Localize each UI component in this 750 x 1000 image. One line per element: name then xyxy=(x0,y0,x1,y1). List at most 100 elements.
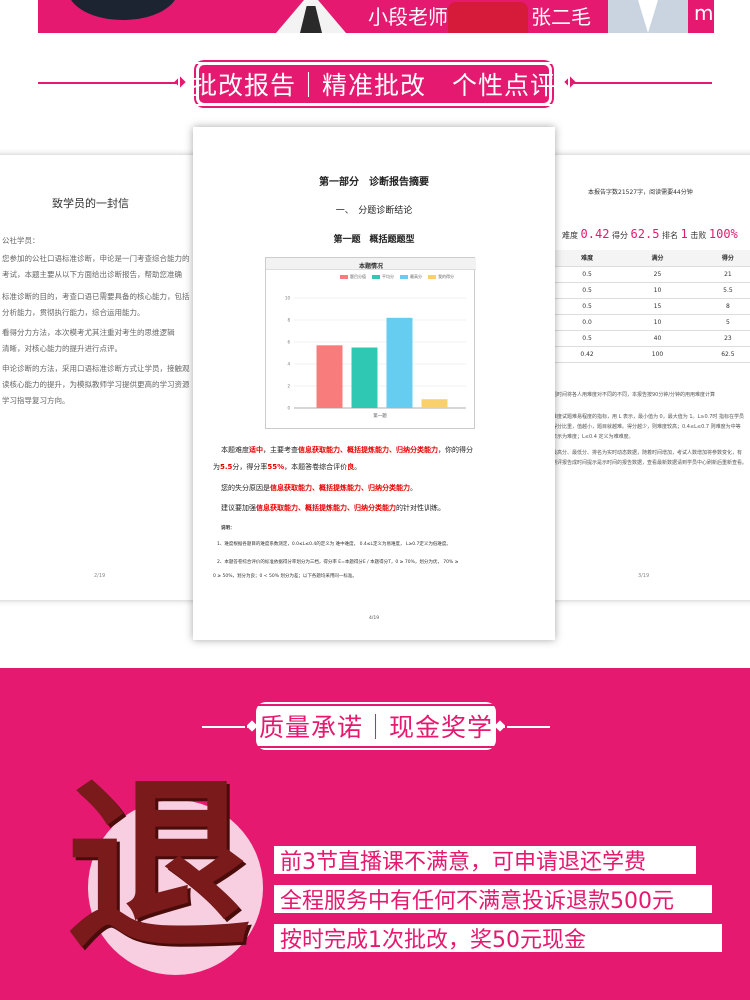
letter-line: 分析能力，贯彻执行能力，综合运用能力。 xyxy=(2,308,145,317)
letter-line: 考试，本题主要从以下方面给出诊断报告，帮助您准确 xyxy=(2,270,182,279)
table-row: 0.5 25 21 xyxy=(550,266,750,283)
table-header-cell: 得分 xyxy=(690,250,750,267)
report-note: 最高分、最低分、排名为实时动态数据，随着时间增加，考试人数增加将参数变化，有 xyxy=(552,450,743,456)
report-length: 本报告字数21527字，阅读需要44分钟 xyxy=(588,189,693,196)
table-row: 0.42 100 62.5 xyxy=(550,346,750,363)
bar-chart: 本题情况 题目分值 平均分 最高分 我的得分 10 8 6 4 2 0 第一题 xyxy=(265,257,476,429)
letter-title: 致学员的一封信 xyxy=(52,197,129,210)
table-row: 0.5 10 5.5 xyxy=(550,282,750,299)
page-number: 2/19 xyxy=(94,573,106,579)
report-note: 得分比重，值越小，题目就越难。得分越少，则难度较高；0.4≤L≤0.7 则难度为… xyxy=(552,424,741,430)
promise-item: 前3节直播课不满意，可申请退还学费 xyxy=(268,846,696,875)
table-cell: 10 xyxy=(624,314,691,331)
summary-paragraph: 为5.5分，得分率55%，本题答卷综合评价良。 xyxy=(213,463,362,471)
y-tick-label: 2 xyxy=(287,384,290,389)
letter-line: 清晰，对核心能力的提升进行点评。 xyxy=(2,344,122,353)
stat-score: 62.5 xyxy=(630,227,660,241)
bar xyxy=(316,345,343,408)
table-header-row: 难度 满分 得分 xyxy=(550,250,750,267)
chart-plot: 10 8 6 4 2 0 第一题 xyxy=(285,296,466,419)
legend-swatch xyxy=(372,275,380,279)
teacher-name: 小段老师 xyxy=(368,5,448,29)
chart-legend: 题目分值 平均分 最高分 我的得分 xyxy=(340,274,454,280)
letter-line: 看得分力方法，本次模考尤其注重对考生的思维逻辑 xyxy=(2,328,175,337)
teacher-photo-4 xyxy=(608,0,688,33)
chart-title-bar xyxy=(266,258,476,270)
refund-emblem-circle xyxy=(88,800,263,975)
summary-heading: 第一部分 诊断报告摘要 xyxy=(319,177,429,188)
section-header-promise: 质量承诺｜现金奖学 xyxy=(245,704,508,748)
letter-line: 申论诊断的方法，采用口语标准诊断方式让学员，接触观 xyxy=(2,364,190,373)
table-row: 0.5 15 8 xyxy=(550,298,750,315)
legend-swatch xyxy=(340,275,348,279)
bar xyxy=(386,317,413,408)
bar xyxy=(351,347,378,408)
section-header-text: 批改报告｜精准批改 个性点评 xyxy=(178,62,571,106)
legend-item: 平均分 xyxy=(372,274,394,280)
legend-item: 题目分值 xyxy=(340,274,366,280)
stat-rank: 1 xyxy=(680,227,688,241)
stat-difficulty: 0.42 xyxy=(580,227,610,241)
header-line-right xyxy=(500,726,550,728)
y-tick-label: 8 xyxy=(287,318,290,323)
chart-title: 本题情况 xyxy=(358,263,383,270)
letter-line: 读核心能力的提升，为模拟教师学习提供更高的学习资源 xyxy=(2,380,190,389)
page-number: 3/19 xyxy=(638,573,650,579)
table-cell: 100 xyxy=(624,346,691,363)
stat-label: 排名 xyxy=(662,231,678,240)
teacher-name: 张二毛 xyxy=(531,5,591,29)
header-line-left xyxy=(38,82,178,84)
promise-item: 按时完成1次批改，奖50元现金 xyxy=(268,924,722,953)
teacher-photo-1 xyxy=(68,0,178,20)
y-tick-label: 0 xyxy=(287,406,290,411)
table-row: 0.0 10 5 xyxy=(550,314,750,331)
teacher-photo-2-tie xyxy=(300,6,322,33)
teacher-name: mihali xyxy=(694,1,714,25)
section-header-report: 批改报告｜精准批改 个性点评 xyxy=(178,62,571,106)
document-page-summary: 第一部分 诊断报告摘要 一、 分题诊断结论 第一题 概括题题型 本题情况 题目分… xyxy=(193,127,555,640)
legend-label: 最高分 xyxy=(410,274,422,279)
note-title: 说明： xyxy=(221,526,235,531)
promise-text: 按时完成1次批改，奖50元现金 xyxy=(280,928,586,953)
section-header-text: 质量承诺｜现金奖学 xyxy=(245,704,508,748)
legend-item: 最高分 xyxy=(400,274,422,280)
teacher-photo-3 xyxy=(448,2,528,33)
table-cell: 8 xyxy=(690,298,750,315)
summary-subheading: 一、 分题诊断结论 xyxy=(335,206,413,216)
letter-line: 学习指导复习方向。 xyxy=(2,396,70,405)
legend-item: 我的得分 xyxy=(428,274,454,280)
document-page-stats: 本报告字数21527字，阅读需要44分钟 难度 0.42 得分 62.5 排名 … xyxy=(548,155,750,600)
letter-line: 标准诊断的目的，考查口语已需要具备的核心能力，包括 xyxy=(2,292,190,301)
note-line: 2、本题答卷综合评价的标准依据得分率划分为三档，得分率 E=本题得分E / 本题… xyxy=(217,560,459,565)
table-cell: 5.5 xyxy=(690,282,750,299)
legend-label: 题目分值 xyxy=(350,274,366,279)
report-note: 测评报告成时间提示是示时间的报告数据，查看最新数据请到学员中心刷新后重新查看。 xyxy=(552,460,748,466)
summary-paragraph: 您的失分原因是信息获取能力、概括提炼能力、归纳分类能力。 xyxy=(221,484,417,492)
promise-text: 全程服务中有任何不满意投诉退款500元 xyxy=(280,889,674,914)
page-number: 4/19 xyxy=(369,616,380,621)
note-line: 0 ≥ 50%，划分为良；0 < 50% 划分为差；以下各题均采用同一标准。 xyxy=(213,574,357,579)
summary-paragraph: 建议要加强信息获取能力、概括提炼能力、归纳分类能力的针对性训练。 xyxy=(221,504,445,512)
bar xyxy=(421,399,448,408)
report-note: 表示为难度；L≤0.4 定义为难难度。 xyxy=(552,434,634,440)
table-cell: 25 xyxy=(624,266,691,283)
table-header-cell: 满分 xyxy=(624,250,691,267)
y-tick-label: 10 xyxy=(285,296,291,301)
x-category-label: 第一题 xyxy=(373,412,387,419)
legend-swatch xyxy=(428,275,436,279)
table-cell: 0.5 xyxy=(550,298,625,315)
table-cell: 0.5 xyxy=(550,330,625,347)
y-tick-label: 4 xyxy=(287,362,290,367)
table-cell: 5 xyxy=(690,314,750,331)
note-line: 1、难度根据各题目的难度系数测定，0.0≤L≤0.4的定义为 难中难度， 0.4… xyxy=(217,542,451,547)
overall-stats: 难度 0.42 得分 62.5 排名 1 击败 100% xyxy=(562,227,738,241)
table-cell: 10 xyxy=(624,282,691,299)
table-cell: 62.5 xyxy=(690,346,750,363)
stat-beat: 100% xyxy=(708,227,738,241)
teacher-banner: 小段老师 张二毛 mihali xyxy=(38,0,714,33)
table-cell: 0.5 xyxy=(550,282,625,299)
score-table: 难度 满分 得分 0.5 25 21 0.5 10 5.5 0.5 15 8 0.0 10 5 … xyxy=(550,250,750,363)
stat-label: 难度 xyxy=(562,231,578,240)
table-cell: 23 xyxy=(690,330,750,347)
table-cell: 0.5 xyxy=(550,266,625,283)
